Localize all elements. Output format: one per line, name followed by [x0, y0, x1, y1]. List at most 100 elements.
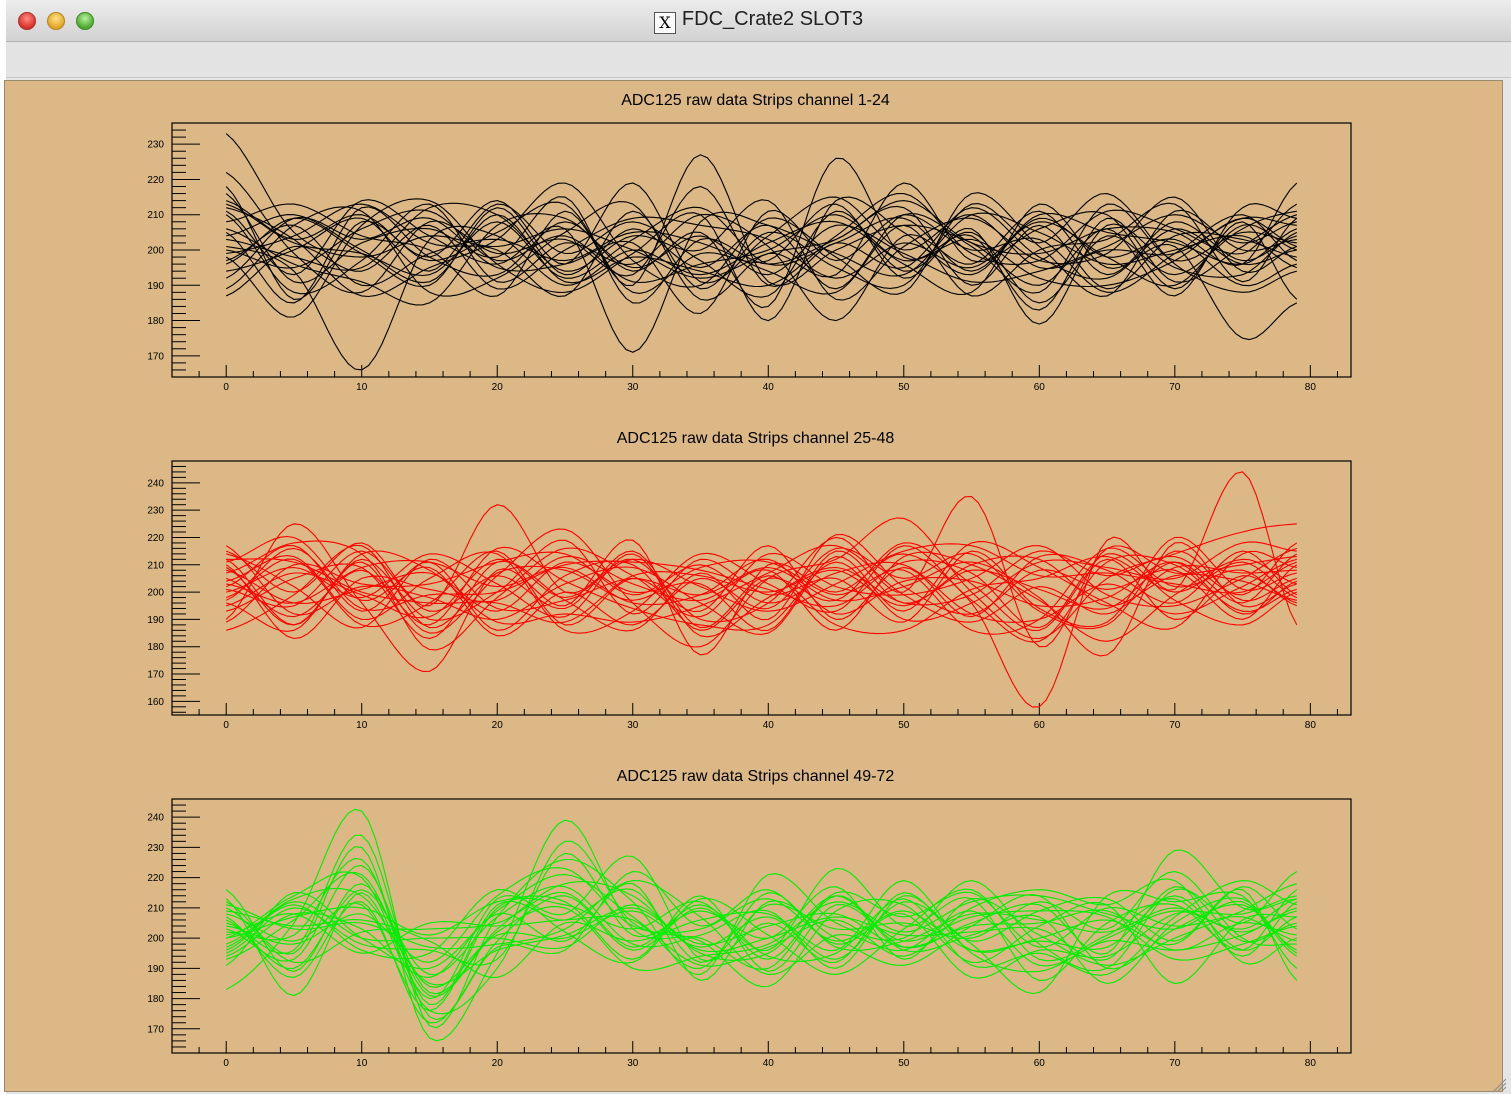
y-tick-label: 200 [147, 934, 164, 945]
series-line-ch29 [225, 545, 1298, 628]
y-tick-label: 230 [147, 843, 164, 854]
x-tick-label: 30 [627, 1058, 639, 1069]
series-line-ch44 [225, 547, 1298, 629]
x11-icon: X [653, 12, 676, 34]
series-line-ch9 [226, 203, 1298, 371]
series-line-ch24 [226, 203, 1298, 279]
series-line-ch38 [226, 545, 1297, 651]
series-line-ch72 [226, 892, 1297, 969]
x-tick-label: 50 [898, 382, 910, 393]
x-tick-label: 60 [1034, 382, 1046, 393]
series-line-ch54 [225, 840, 1297, 1015]
y-tick-label: 210 [147, 210, 164, 221]
pad-channels-1-24[interactable]: 170 180 190 200 210 220 230 0 10 20 30 40 50 60 70 80 [147, 122, 1352, 393]
x-tick-label: 30 [627, 720, 639, 731]
y-tick-label: 210 [147, 560, 164, 571]
y-tick-label: 180 [147, 642, 164, 653]
close-window-button[interactable] [18, 12, 36, 30]
resize-grip-icon[interactable] [1491, 1076, 1507, 1092]
series-line-ch22 [226, 202, 1298, 297]
chart-title-1: ADC125 raw data Strips channel 1-24 [621, 92, 890, 109]
y-tick-label: 240 [147, 813, 164, 824]
series-line-ch8 [225, 182, 1298, 301]
y-tick-label: 230 [147, 506, 164, 517]
series-line-ch41 [225, 551, 1297, 623]
y-tick-label: 220 [147, 533, 164, 544]
series-line-ch17 [225, 209, 1298, 315]
x-tick-label: 60 [1034, 720, 1046, 731]
series-line-ch18 [225, 186, 1298, 325]
series-line-ch14 [225, 203, 1297, 322]
series-line-ch23 [226, 209, 1298, 288]
series-line-ch58 [225, 874, 1297, 970]
window-title: FDC_Crate2 SLOT3 [681, 8, 864, 30]
y-tick-label: 220 [147, 175, 164, 186]
series-line-ch4 [225, 171, 1297, 294]
x-tick-label: 50 [898, 720, 910, 731]
x-tick-label: 70 [1169, 382, 1181, 393]
minimize-window-button[interactable] [47, 12, 65, 30]
series-line-ch47 [226, 558, 1298, 615]
y-tick-label: 160 [147, 697, 164, 708]
y-tick-label: 180 [147, 316, 164, 327]
series-line-ch30 [225, 536, 1297, 628]
series-line-ch3 [225, 157, 1297, 311]
x-tick-label: 30 [627, 382, 639, 393]
series-line-ch53 [225, 882, 1298, 981]
chart-title-2: ADC125 raw data Strips channel 25-48 [616, 430, 895, 447]
series-line-ch19 [225, 216, 1297, 297]
series-line-ch26 [225, 495, 1297, 648]
series-line-ch45 [225, 544, 1297, 626]
title-bar[interactable]: X FDC_Crate2 SLOT3 [6, 0, 1511, 42]
y-tick-label: 190 [147, 964, 164, 975]
window-title-group: X FDC_Crate2 SLOT3 [6, 8, 1511, 34]
x-tick-label: 10 [356, 382, 368, 393]
x-tick-label: 0 [223, 382, 229, 393]
x-tick-label: 10 [356, 1058, 368, 1069]
series-line-ch67 [226, 871, 1298, 998]
y-tick-label: 200 [147, 588, 164, 599]
series-line-ch15 [226, 193, 1297, 297]
y-tick-label: 170 [147, 1024, 164, 1035]
series-line-ch68 [226, 880, 1297, 975]
series-line-ch40 [226, 550, 1298, 635]
series-line-ch12 [225, 193, 1297, 304]
x-tick-label: 80 [1305, 720, 1317, 731]
x-tick-label: 40 [763, 1058, 775, 1069]
series-line-ch16 [226, 213, 1297, 306]
series-line-ch37 [226, 545, 1297, 643]
series-line-ch25 [226, 517, 1297, 648]
y-tick-label: 180 [147, 994, 164, 1005]
toolbar [6, 42, 1511, 78]
series-line-ch13 [226, 203, 1297, 304]
series-line-ch64 [225, 880, 1297, 976]
series-line-ch70 [225, 886, 1297, 961]
y-tick-label: 220 [147, 873, 164, 884]
x-tick-label: 40 [763, 382, 775, 393]
y-tick-label: 170 [147, 351, 164, 362]
x-tick-label: 70 [1169, 720, 1181, 731]
pad-channels-49-72[interactable]: 170 180 190 200 210 220 230 240 0 10 20 30 40 50 60 70 8… [147, 798, 1352, 1069]
series-line-ch56 [226, 864, 1298, 995]
series-line-ch32 [226, 533, 1298, 640]
zoom-window-button[interactable] [76, 12, 94, 30]
series-line-ch39 [226, 535, 1297, 637]
plot-frame [171, 460, 1352, 716]
series-line-ch20 [226, 193, 1298, 288]
x-tick-label: 0 [223, 1058, 229, 1069]
pad-channels-25-48[interactable]: 160 170 180 190 200 210 220 230 240 0 10 20 30 40 50 60… [147, 460, 1352, 731]
x-tick-label: 20 [492, 720, 504, 731]
chart-title-3: ADC125 raw data Strips channel 49-72 [616, 768, 895, 785]
series-line-ch21 [225, 199, 1298, 353]
series-line-ch61 [225, 883, 1298, 995]
y-tick-label: 190 [147, 615, 164, 626]
x-tick-label: 20 [492, 1058, 504, 1069]
series-line-ch28 [226, 550, 1298, 632]
series-line-ch42 [226, 541, 1297, 657]
y-tick-label: 230 [147, 140, 164, 151]
x-tick-label: 0 [223, 720, 229, 731]
series-line-ch6 [225, 196, 1297, 322]
x-tick-label: 40 [763, 720, 775, 731]
series-line-ch71 [226, 891, 1297, 1012]
